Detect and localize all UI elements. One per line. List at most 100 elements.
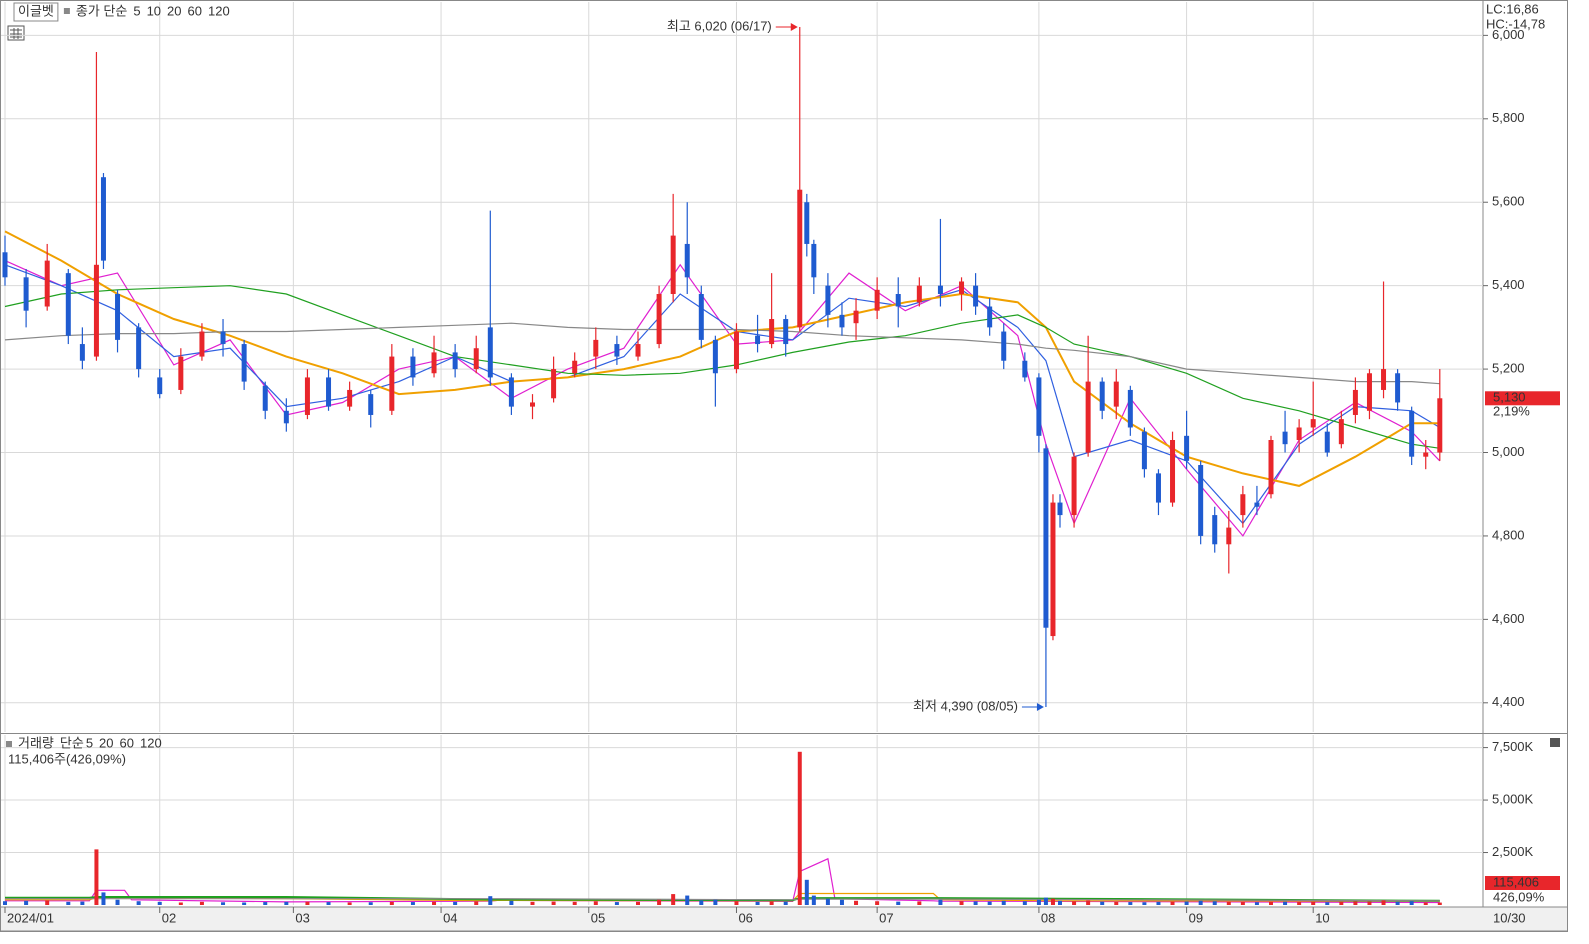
volume-bar — [1297, 902, 1302, 905]
candle-body — [262, 385, 268, 411]
volume-bar — [959, 901, 964, 905]
volume-bar — [1114, 901, 1119, 905]
volume-bar — [797, 751, 802, 905]
volume-bar — [938, 899, 943, 905]
volume-bar — [769, 901, 774, 905]
table-icon[interactable] — [7, 25, 25, 41]
volume-bar — [1198, 900, 1203, 905]
volume-bar — [3, 901, 7, 905]
candle-body — [1366, 373, 1372, 411]
volume-bar — [24, 900, 29, 905]
moving-average — [4, 322, 1440, 385]
tool-label-box[interactable] — [13, 2, 59, 22]
candle-body — [1001, 331, 1007, 361]
volume-bar — [1423, 902, 1428, 905]
volume-bar — [1409, 901, 1414, 905]
candle-body — [326, 377, 332, 407]
annotation-arrowhead — [790, 23, 798, 32]
volume-bar — [242, 902, 247, 905]
volume-bar — [1058, 900, 1062, 905]
volume-bar — [1367, 901, 1372, 905]
volume-bar — [115, 899, 120, 905]
volume-bar — [1254, 902, 1259, 905]
candle-body — [1310, 419, 1316, 428]
legend-label: 단순 — [60, 735, 84, 750]
frame — [0, 0, 1568, 932]
volume-bar — [1381, 900, 1386, 905]
volume-bar — [1156, 901, 1161, 905]
volume-bar — [657, 899, 662, 905]
candle-body — [825, 285, 831, 315]
volume-bar — [699, 900, 704, 905]
candle-body — [199, 331, 205, 357]
candle-body — [1184, 435, 1190, 461]
volume-bar — [917, 901, 922, 905]
candle-body — [797, 189, 803, 328]
volume-bar — [551, 901, 556, 905]
candle-body — [431, 352, 437, 374]
volume-bar — [474, 901, 479, 905]
volume-bar — [973, 901, 978, 905]
y-tick-label: 4,800 — [1492, 527, 1525, 542]
volume-bar — [804, 879, 809, 905]
volume-bar — [1072, 901, 1077, 905]
candle-body — [853, 310, 859, 324]
candle-body — [1240, 494, 1246, 516]
candle-body — [1381, 369, 1387, 390]
table-icon-lines — [10, 28, 22, 39]
y-tick-label: 5,200 — [1492, 361, 1525, 376]
volume-bar — [453, 901, 458, 905]
candle-body — [530, 402, 535, 407]
candle-body — [452, 352, 458, 370]
legend-label: 60 — [120, 735, 134, 750]
candle-body — [1170, 440, 1176, 503]
legend-label: 60 — [188, 3, 202, 18]
candle-body — [44, 260, 50, 307]
candle-body — [684, 243, 690, 278]
candle-body — [1085, 381, 1091, 453]
volume-bar — [101, 892, 106, 905]
candle-body — [347, 389, 353, 407]
candle-body — [959, 281, 965, 294]
x-tick-label: 04 — [443, 910, 457, 925]
candle-body — [1352, 389, 1358, 415]
candle-body — [487, 327, 493, 378]
volume-bar — [1240, 902, 1245, 905]
candle-body — [670, 235, 676, 294]
volume-bar — [987, 901, 992, 905]
price-change: 2,19% — [1493, 404, 1530, 419]
volume-bar — [178, 902, 183, 905]
volume-bar — [839, 899, 844, 905]
volume-bar — [825, 898, 830, 905]
volume-bar — [1036, 899, 1041, 905]
candle-body — [1409, 410, 1415, 457]
candle-body — [811, 243, 817, 278]
candle-body — [1071, 456, 1077, 516]
candle-body — [410, 356, 416, 378]
candle-body — [283, 410, 289, 424]
candle-body — [93, 264, 99, 357]
candle-body — [614, 344, 620, 357]
x-tick-label: 07 — [879, 910, 893, 925]
candle-body — [1155, 473, 1161, 503]
volume-bar — [1269, 901, 1273, 905]
volume-bar — [326, 902, 331, 905]
candle-body — [712, 339, 718, 374]
volume-bar — [1283, 901, 1288, 905]
volume-bar — [1001, 900, 1006, 905]
volume-bar — [875, 901, 880, 905]
x-tick-label: 05 — [591, 910, 605, 925]
volume-bar — [410, 902, 415, 905]
candle-body — [635, 344, 641, 357]
candle-body — [1296, 427, 1302, 440]
tool-label: 이글벳 — [18, 3, 54, 18]
volume-bar — [671, 894, 676, 905]
volume-bar — [572, 901, 577, 905]
legend-label: 종가 단순 — [76, 3, 127, 18]
candle-body — [65, 273, 71, 336]
price-badge-label: 5,130 — [1493, 390, 1526, 405]
close-icon[interactable] — [1550, 738, 1560, 747]
volume-bar — [1128, 902, 1133, 905]
volume-bar — [284, 901, 289, 905]
